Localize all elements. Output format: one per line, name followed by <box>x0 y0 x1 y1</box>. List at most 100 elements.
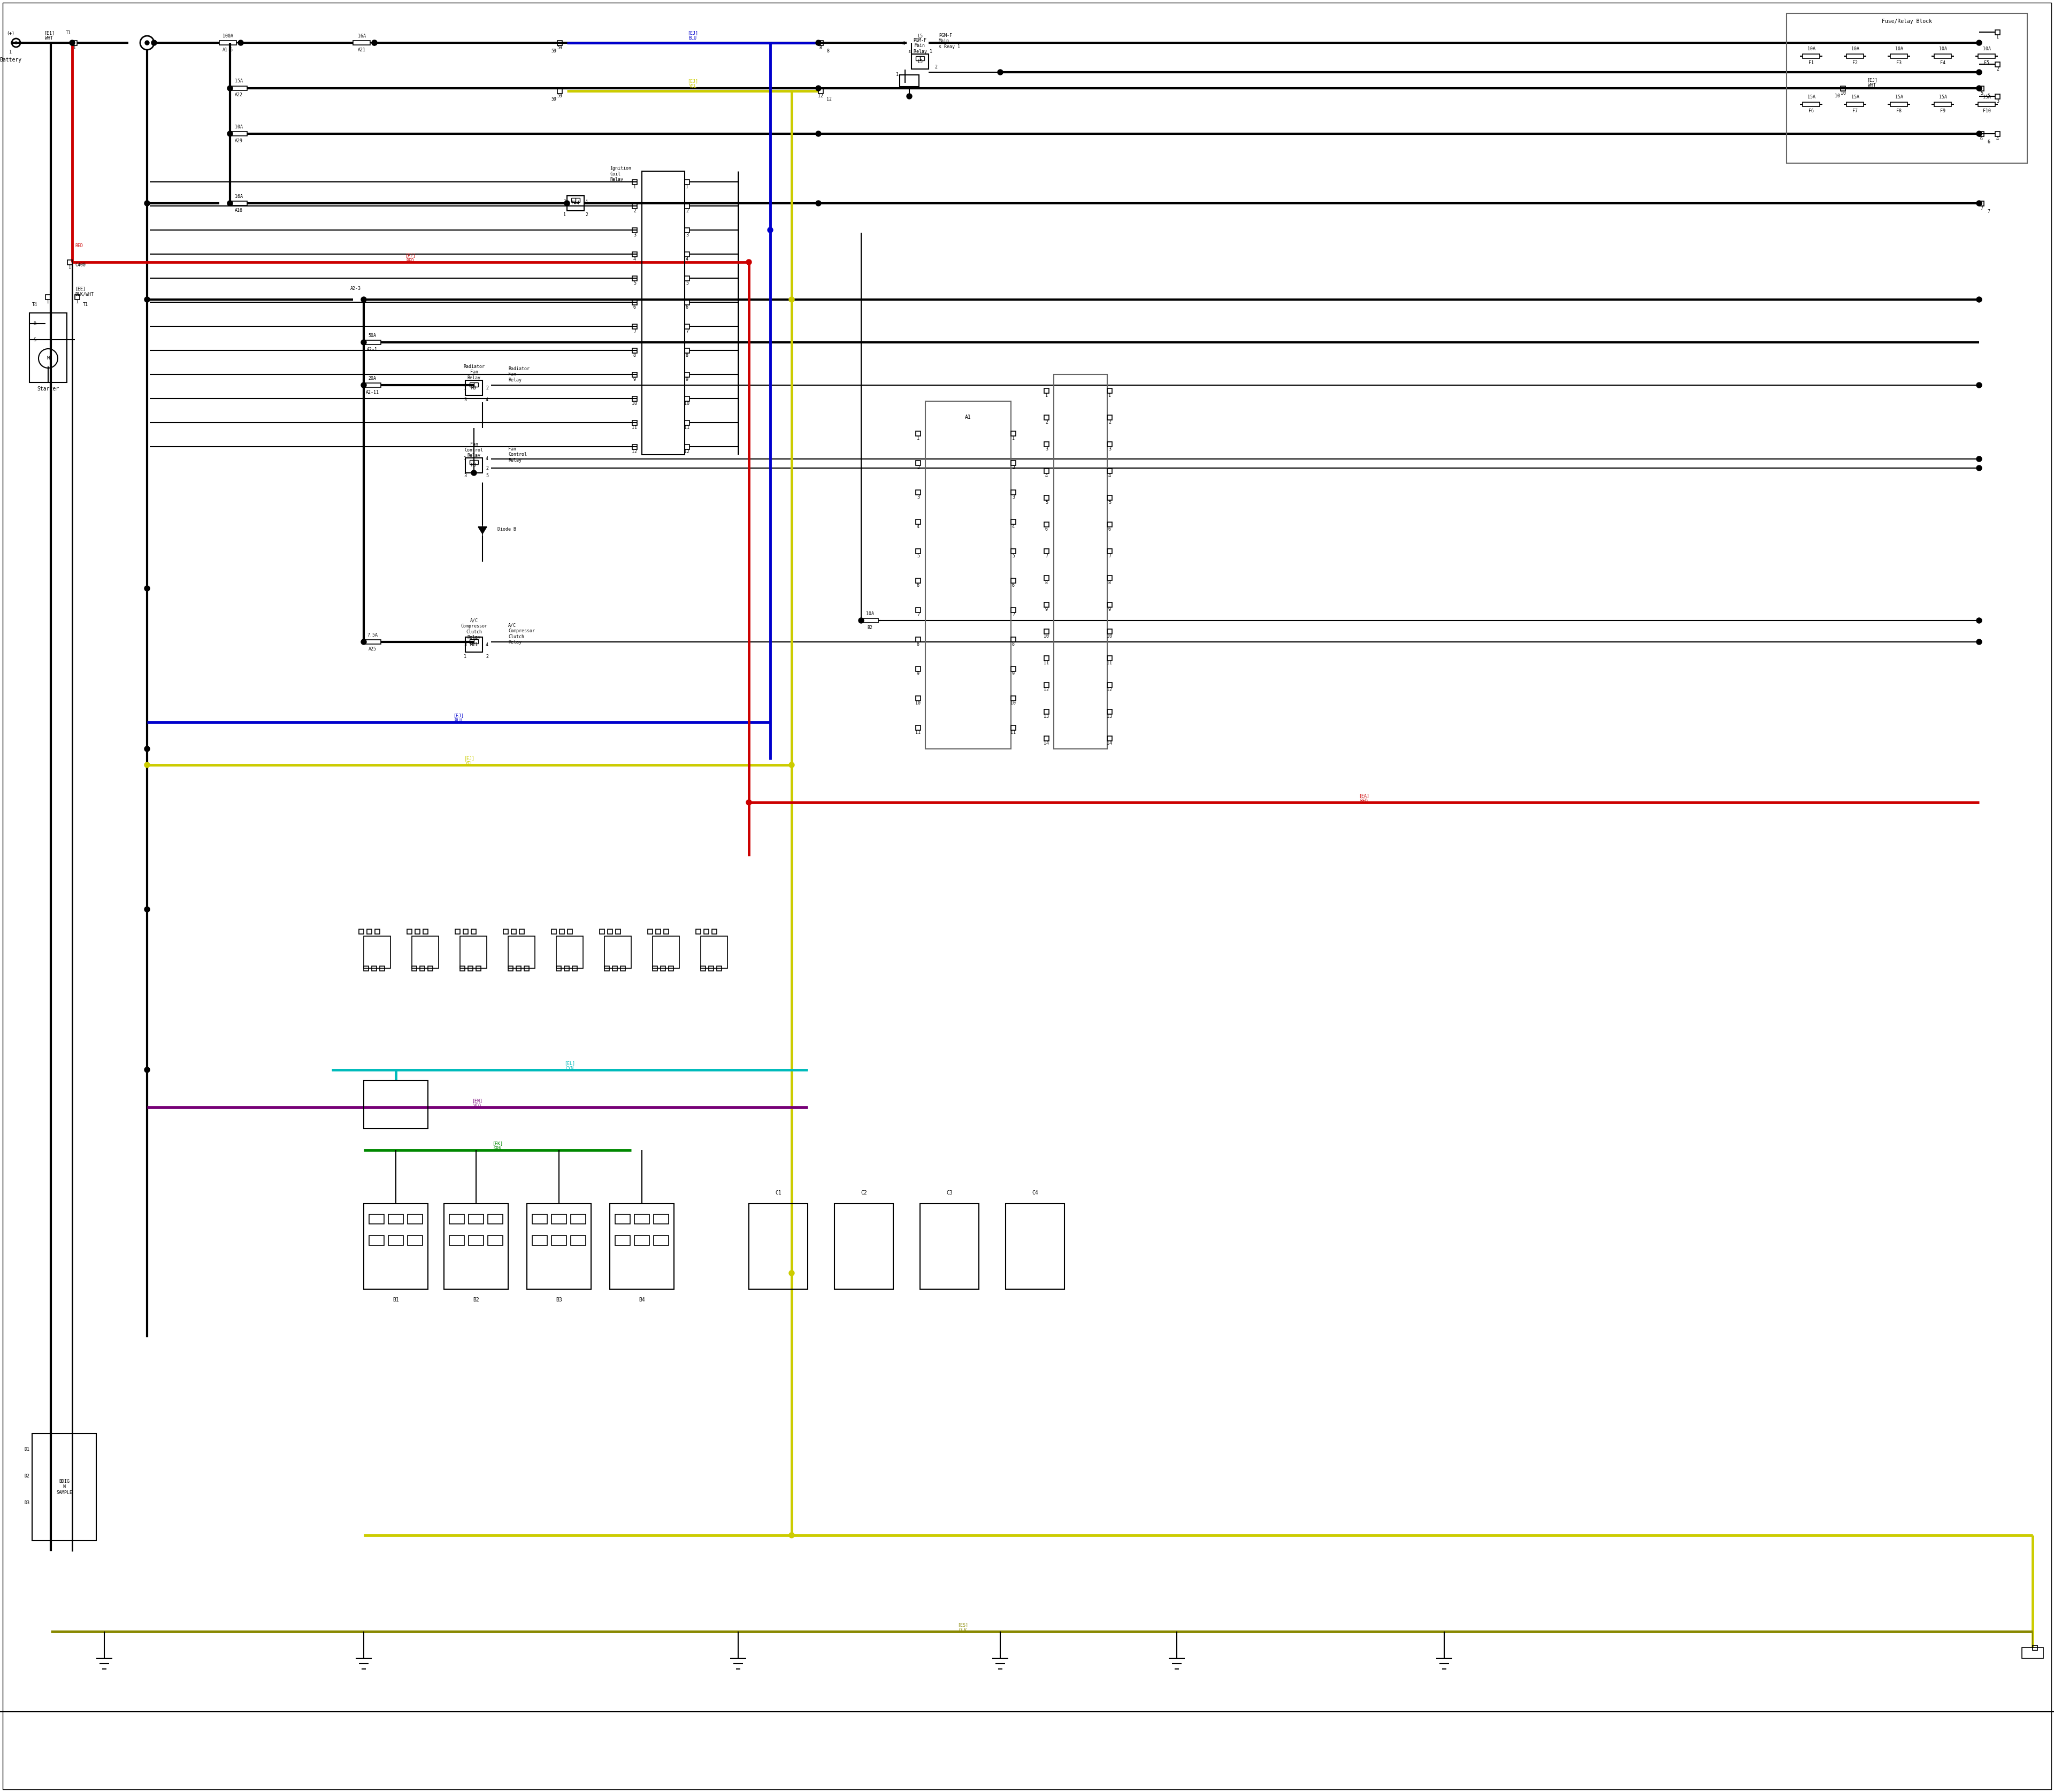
Bar <box>600 928 604 934</box>
Text: D2: D2 <box>25 1475 29 1478</box>
Bar <box>916 695 920 701</box>
Text: Fan
Control
Relay: Fan Control Relay <box>464 443 483 457</box>
Bar <box>684 299 690 305</box>
Text: 2: 2 <box>1996 66 1999 72</box>
Bar <box>1803 102 1820 106</box>
Circle shape <box>228 131 232 136</box>
Bar <box>460 966 464 971</box>
Circle shape <box>144 201 150 206</box>
Bar <box>1980 201 1984 206</box>
Text: 7: 7 <box>1986 210 1990 213</box>
Bar <box>916 667 920 670</box>
Circle shape <box>906 93 912 99</box>
Text: Fan
Control
Relay: Fan Control Relay <box>507 446 528 462</box>
Text: VIO: VIO <box>472 1104 481 1107</box>
Text: 1: 1 <box>68 265 72 269</box>
Text: 1: 1 <box>916 435 920 441</box>
Text: [E2]: [E2] <box>405 253 415 258</box>
Text: A1-6: A1-6 <box>222 47 234 52</box>
Bar <box>532 1215 546 1224</box>
Bar <box>920 1204 980 1288</box>
Bar <box>388 1215 403 1224</box>
Text: 11: 11 <box>1107 661 1113 665</box>
Text: 8: 8 <box>1109 581 1111 586</box>
Bar <box>372 966 376 971</box>
Text: 10: 10 <box>633 401 637 407</box>
Text: 5: 5 <box>686 281 688 285</box>
Circle shape <box>228 201 232 206</box>
Text: 6: 6 <box>1013 582 1015 588</box>
Text: 9: 9 <box>1045 607 1048 611</box>
Text: [ES]: [ES] <box>957 1624 967 1627</box>
Text: Fuse/Relay Block: Fuse/Relay Block <box>1881 18 1933 23</box>
Text: 7: 7 <box>1980 206 1982 211</box>
Bar <box>1978 54 1994 59</box>
Text: 3: 3 <box>464 398 466 403</box>
Text: 11: 11 <box>684 425 690 430</box>
Text: 5: 5 <box>633 281 637 285</box>
Bar <box>466 459 483 473</box>
Text: 9: 9 <box>1109 607 1111 611</box>
Bar <box>717 966 721 971</box>
Bar <box>567 928 573 934</box>
Bar <box>1043 737 1050 740</box>
Circle shape <box>1976 297 1982 303</box>
Text: 3: 3 <box>1109 446 1111 452</box>
Bar <box>709 966 713 971</box>
Text: F7: F7 <box>1853 109 1857 113</box>
Text: 1: 1 <box>686 185 688 190</box>
Bar <box>817 88 824 93</box>
Bar <box>684 419 690 425</box>
Text: [EJ]: [EJ] <box>454 713 464 719</box>
Bar <box>489 1236 503 1245</box>
Text: 1: 1 <box>1013 435 1015 441</box>
Text: 15A: 15A <box>1982 95 1990 100</box>
Bar <box>1011 489 1017 495</box>
Bar <box>464 928 468 934</box>
Text: D3: D3 <box>25 1500 29 1505</box>
Bar <box>633 324 637 328</box>
Bar <box>1011 636 1017 642</box>
Text: B: B <box>33 321 37 326</box>
Text: 10A: 10A <box>1851 47 1859 52</box>
Text: 2: 2 <box>485 385 489 391</box>
Text: 100A: 100A <box>222 34 234 38</box>
Bar <box>633 348 637 353</box>
Text: 10: 10 <box>1043 634 1050 638</box>
Circle shape <box>1976 640 1982 645</box>
Text: 8: 8 <box>686 353 688 358</box>
Circle shape <box>152 39 156 45</box>
Text: BLK/WHT: BLK/WHT <box>74 292 94 297</box>
Bar <box>359 928 364 934</box>
Text: 1: 1 <box>76 299 78 305</box>
Text: 6: 6 <box>686 305 688 310</box>
Circle shape <box>1976 382 1982 387</box>
Bar <box>557 41 563 45</box>
Text: 16A: 16A <box>357 34 366 38</box>
Bar <box>1107 389 1111 392</box>
Text: 10: 10 <box>684 401 690 407</box>
Bar <box>633 228 637 233</box>
Text: 8: 8 <box>1045 581 1048 586</box>
Bar <box>916 607 920 613</box>
Text: 14: 14 <box>1107 740 1113 745</box>
Bar <box>388 1236 403 1245</box>
Text: 11: 11 <box>916 729 920 735</box>
Circle shape <box>768 228 772 233</box>
Text: 15A: 15A <box>1808 95 1816 100</box>
Text: 2: 2 <box>585 213 587 217</box>
Bar <box>1043 521 1050 527</box>
Bar <box>817 41 824 45</box>
Text: CYN: CYN <box>565 1066 573 1070</box>
Text: 15A: 15A <box>1896 95 1902 100</box>
Text: 4: 4 <box>633 256 637 262</box>
Text: 13: 13 <box>1043 715 1050 719</box>
Bar <box>230 131 246 136</box>
Bar <box>460 935 487 968</box>
Text: F10: F10 <box>1982 109 1990 113</box>
Text: 5: 5 <box>1986 93 1990 99</box>
Bar <box>466 380 483 396</box>
Bar <box>427 966 433 971</box>
Text: M44: M44 <box>571 201 579 206</box>
Text: 6: 6 <box>1045 527 1048 532</box>
